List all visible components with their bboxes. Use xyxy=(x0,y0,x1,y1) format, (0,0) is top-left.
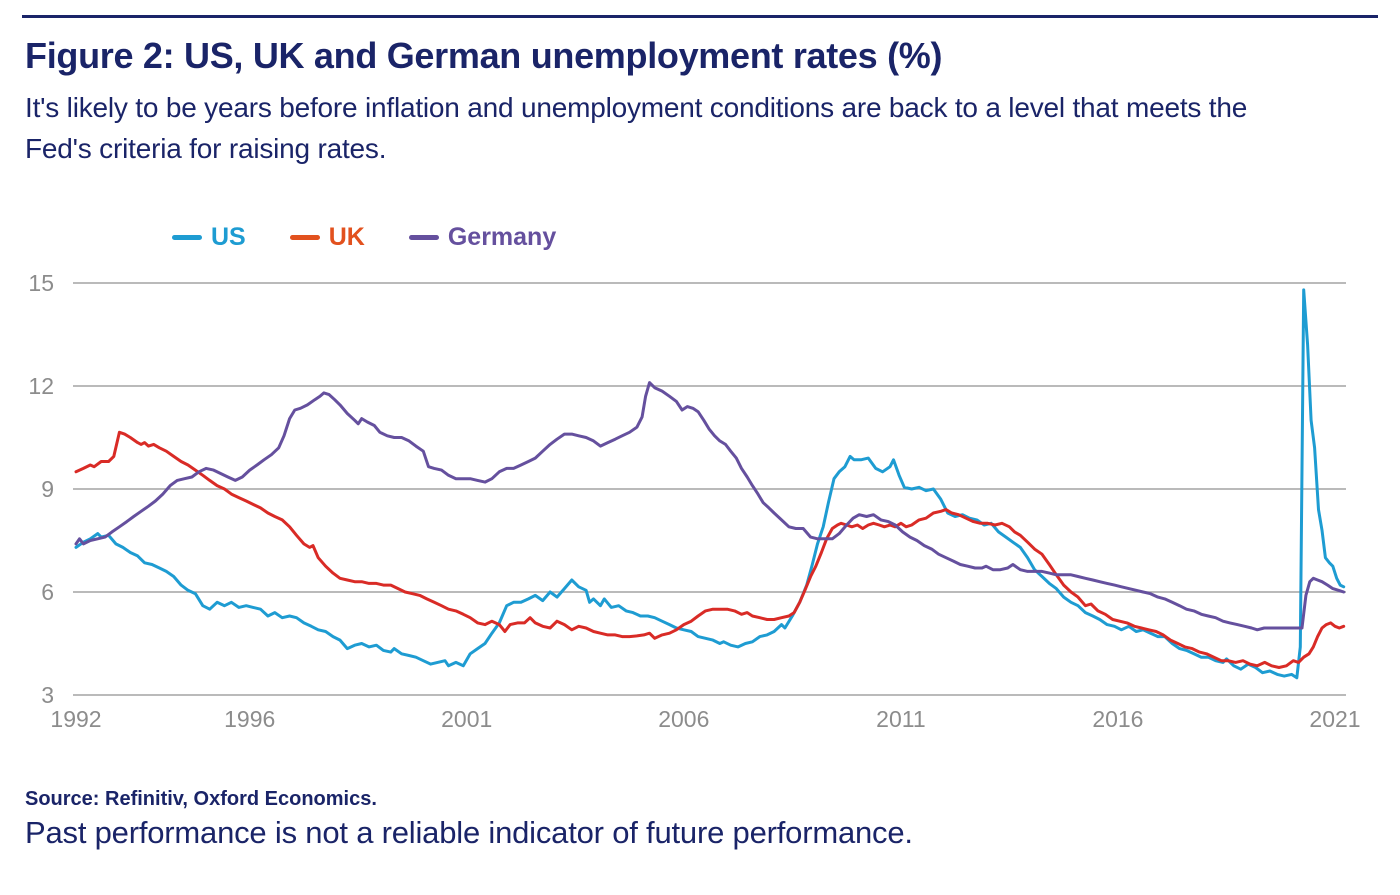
x-tick-label: 2001 xyxy=(441,706,492,732)
series-line-us xyxy=(74,288,1346,680)
top-rule xyxy=(22,15,1378,18)
x-axis-labels: 1992 1996 2001 2006 2011 2016 2021 xyxy=(50,706,1360,732)
legend-item-uk: UK xyxy=(289,223,365,252)
y-axis-labels: 15 12 9 6 3 xyxy=(28,270,54,708)
series-line-uk xyxy=(74,430,1346,669)
uk-line-swatch-icon xyxy=(289,235,320,240)
y-tick-label: 9 xyxy=(41,476,54,502)
x-tick-label: 1992 xyxy=(50,706,101,732)
legend-label-us: US xyxy=(211,223,246,251)
chart-legend: US UK Germany xyxy=(172,223,1400,252)
x-tick-label: 1996 xyxy=(224,706,275,732)
y-tick-label: 12 xyxy=(28,373,54,399)
legend-label-uk: UK xyxy=(328,223,365,251)
x-tick-label: 2011 xyxy=(876,706,925,732)
y-tick-label: 15 xyxy=(28,270,54,296)
page: Figure 2: US, UK and German unemployment… xyxy=(0,15,1400,851)
legend-label-germany: Germany xyxy=(447,223,557,251)
germany-line-swatch-icon xyxy=(408,235,439,240)
us-line-swatch-icon xyxy=(172,235,202,240)
gridlines xyxy=(73,282,1346,696)
legend-item-germany: Germany xyxy=(408,223,557,252)
y-tick-label: 6 xyxy=(41,579,54,605)
x-tick-label: 2006 xyxy=(658,706,709,732)
source-note: Source: Refinitiv, Oxford Economics. xyxy=(25,788,377,810)
y-tick-label: 3 xyxy=(41,682,54,708)
legend-item-us: US xyxy=(172,223,246,252)
x-tick-label: 2016 xyxy=(1092,706,1143,732)
disclaimer-text: Past performance is not a reliable indic… xyxy=(25,815,913,850)
figure-title: Figure 2: US, UK and German unemployment… xyxy=(25,35,943,76)
series-line-germany xyxy=(74,381,1346,632)
figure-subtitle: It's likely to be years before inflation… xyxy=(25,92,1248,164)
x-tick-label: 2021 xyxy=(1309,706,1360,732)
